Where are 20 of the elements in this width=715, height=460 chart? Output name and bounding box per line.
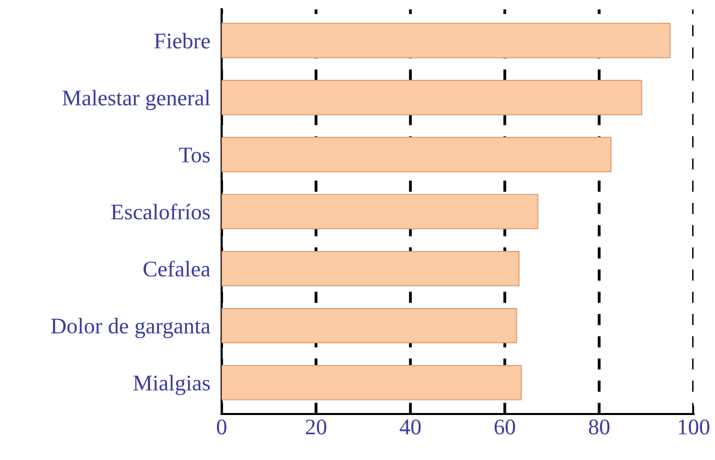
bar bbox=[222, 194, 538, 230]
y-tick-label: Mialgias bbox=[133, 374, 210, 396]
bar bbox=[222, 308, 518, 344]
x-tick-label: 80 bbox=[588, 420, 610, 434]
bar bbox=[222, 22, 671, 58]
y-tick-label: Tos bbox=[179, 148, 210, 163]
bar bbox=[222, 250, 520, 286]
x-tick-label: 40 bbox=[400, 420, 421, 434]
x-tick-label: 0 bbox=[216, 420, 226, 434]
y-tick-label: Dolor de garganta bbox=[51, 318, 210, 338]
y-tick-label: Malestar general bbox=[62, 90, 210, 110]
x-tick-label: 20 bbox=[306, 420, 326, 434]
bar bbox=[222, 364, 522, 400]
x-tick-label: 60 bbox=[494, 420, 516, 434]
y-tick-label: Escalofríos bbox=[111, 204, 210, 220]
y-tick-label: Fiebre bbox=[154, 32, 210, 48]
bar bbox=[222, 136, 612, 172]
x-tick-label: 100 bbox=[678, 420, 710, 434]
bar bbox=[222, 80, 642, 116]
y-tick-label: Cefalea bbox=[144, 260, 210, 277]
